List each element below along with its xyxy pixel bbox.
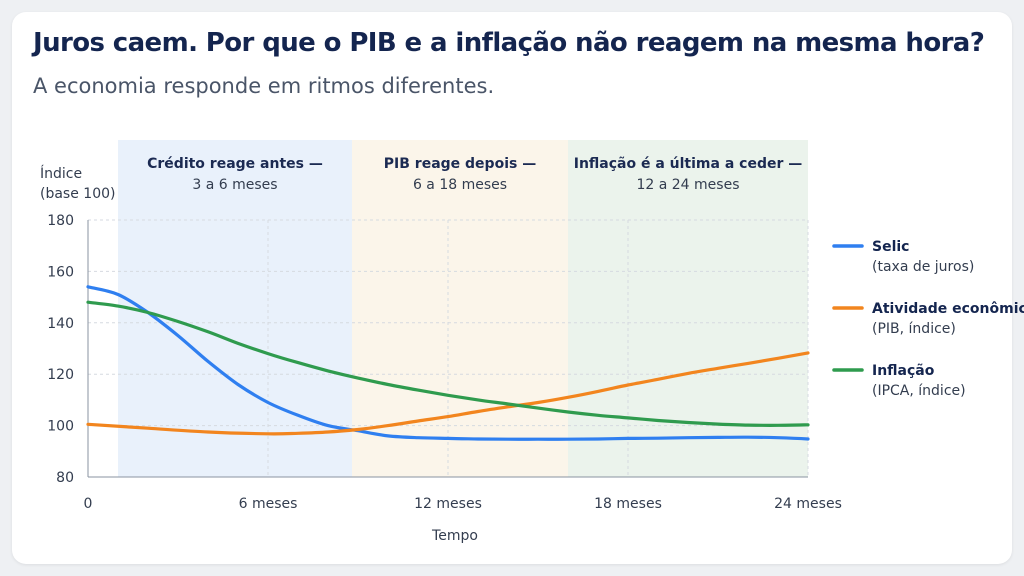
x-tick-label-0: 0 <box>84 496 93 512</box>
legend-detail-selic: (taxa de juros) <box>872 259 974 275</box>
x-tick-label-1: 6 meses <box>239 496 298 512</box>
legend-detail-inflacao: (IPCA, índice) <box>872 383 966 399</box>
x-tick-label-2: 12 meses <box>414 496 482 512</box>
phase-band-range-2: 6 a 18 meses <box>413 177 507 193</box>
y-tick-label-5: 180 <box>47 213 74 229</box>
phase-band-range-1: 3 a 6 meses <box>192 177 277 193</box>
y-tick-label-3: 140 <box>47 316 74 332</box>
chart-subtitle: A economia responde em ritmos diferentes… <box>33 74 495 98</box>
y-axis-label-line2: (base 100) <box>40 186 115 202</box>
phase-band-3 <box>568 140 808 477</box>
tick-labels: 80 100 120 140 160 180 0 6 meses 12 meses 18 mese… <box>47 213 842 512</box>
legend-name-atividade-economica: Atividade econômica <box>872 301 1024 317</box>
grid-lines <box>88 219 809 477</box>
x-axis-label: Tempo <box>431 528 478 544</box>
legend: Selic (taxa de juros) Atividade econômica (… <box>832 239 1024 399</box>
phase-band-title-1: Crédito reage antes — <box>147 156 323 172</box>
x-tick-label-3: 18 meses <box>594 496 662 512</box>
x-tick-label-4: 24 meses <box>774 496 842 512</box>
y-tick-label-1: 100 <box>47 419 74 435</box>
chart-title: Juros caem. Por que o PIB e a inflação n… <box>33 28 985 58</box>
phase-band-title-3: Inflação é a última a ceder — <box>574 156 803 172</box>
y-tick-label-2: 120 <box>47 367 74 383</box>
series-line-selic <box>86 285 810 441</box>
phase-bands: Crédito reage antes — 3 a 6 meses PIB reag… <box>118 140 808 477</box>
legend-detail-atividade-economica: (PIB, índice) <box>872 321 956 337</box>
axes <box>87 220 808 478</box>
phase-band-title-2: PIB reage depois — <box>384 156 536 172</box>
legend-name-selic: Selic <box>872 239 909 255</box>
series-line-inflacao <box>86 300 810 427</box>
series-line-atividade-economica <box>86 351 810 436</box>
y-tick-label-4: 160 <box>47 264 74 280</box>
phase-band-range-3: 12 a 24 meses <box>636 177 739 193</box>
phase-band-2 <box>352 140 568 477</box>
y-axis-label-line1: Índice <box>40 165 82 182</box>
legend-name-inflacao: Inflação <box>872 363 935 379</box>
y-tick-label-0: 80 <box>56 470 74 486</box>
series-lines <box>86 285 810 441</box>
